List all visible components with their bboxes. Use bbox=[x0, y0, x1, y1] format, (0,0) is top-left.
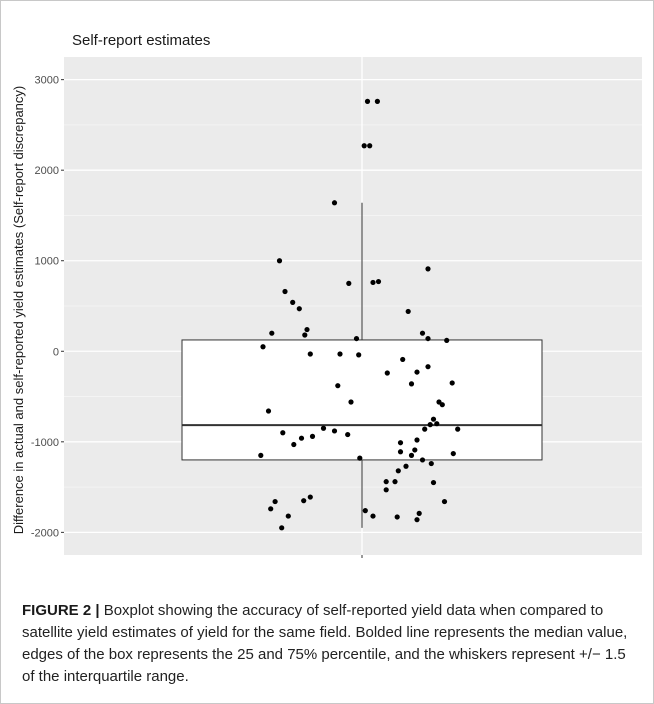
data-point bbox=[428, 460, 434, 467]
data-point bbox=[455, 426, 461, 432]
data-point bbox=[268, 506, 274, 512]
data-point bbox=[441, 498, 448, 505]
chart-title: Self-report estimates bbox=[72, 32, 210, 49]
box bbox=[181, 202, 543, 528]
y-tick-label: 2000 bbox=[35, 165, 59, 177]
data-point bbox=[290, 299, 296, 305]
data-point bbox=[272, 498, 278, 505]
data-point bbox=[425, 335, 431, 342]
data-point bbox=[269, 330, 275, 336]
data-point bbox=[320, 425, 327, 431]
data-point bbox=[285, 513, 291, 519]
data-point bbox=[276, 258, 283, 264]
data-point bbox=[301, 498, 307, 504]
data-point bbox=[356, 352, 362, 358]
data-point bbox=[362, 508, 368, 514]
data-point bbox=[280, 430, 286, 436]
data-point bbox=[307, 351, 313, 357]
data-point bbox=[279, 525, 285, 531]
data-point bbox=[335, 383, 341, 389]
caption-text: Boxplot showing the accuracy of self-rep… bbox=[22, 602, 628, 685]
y-tick-label: -2000 bbox=[31, 527, 59, 539]
data-point bbox=[449, 380, 455, 386]
data-point bbox=[370, 513, 376, 519]
y-tick-label: 1000 bbox=[35, 256, 59, 268]
data-point bbox=[414, 437, 420, 443]
data-point bbox=[427, 422, 433, 428]
data-point bbox=[307, 494, 313, 500]
boxplot-chart: Self-report estimates Difference in actu… bbox=[11, 32, 642, 558]
data-point bbox=[291, 441, 297, 448]
y-tick-label: -1000 bbox=[31, 437, 59, 449]
figure-caption: FIGURE 2 | Boxplot showing the accuracy … bbox=[22, 600, 640, 688]
data-point bbox=[408, 452, 415, 458]
data-point bbox=[414, 369, 420, 375]
data-point bbox=[422, 426, 428, 432]
data-point bbox=[348, 399, 354, 405]
data-point bbox=[353, 335, 360, 342]
iqr-box bbox=[181, 339, 543, 461]
data-point bbox=[346, 280, 352, 286]
data-point bbox=[408, 381, 415, 387]
data-point bbox=[282, 288, 288, 295]
data-point bbox=[412, 447, 418, 453]
data-point bbox=[309, 433, 316, 439]
data-point bbox=[397, 440, 404, 446]
data-point bbox=[425, 266, 431, 272]
data-point bbox=[419, 330, 426, 336]
data-point bbox=[403, 463, 409, 469]
data-point bbox=[298, 435, 305, 441]
data-point bbox=[419, 457, 426, 463]
data-point bbox=[367, 143, 373, 149]
data-point bbox=[392, 479, 398, 485]
caption-label: FIGURE 2 | bbox=[22, 602, 100, 619]
data-point bbox=[416, 510, 422, 516]
data-point bbox=[383, 487, 389, 493]
data-point bbox=[450, 450, 456, 457]
data-point bbox=[302, 332, 308, 338]
data-point bbox=[397, 449, 404, 455]
data-points bbox=[258, 98, 461, 531]
data-point bbox=[345, 431, 351, 438]
y-tick-label: 0 bbox=[53, 346, 59, 358]
data-point bbox=[394, 514, 400, 520]
data-point bbox=[265, 408, 272, 414]
data-point bbox=[370, 279, 376, 286]
data-point bbox=[430, 479, 437, 486]
data-point bbox=[364, 98, 371, 104]
data-point bbox=[439, 402, 445, 408]
data-point bbox=[434, 421, 440, 427]
y-tick-label: 3000 bbox=[35, 75, 59, 87]
data-point bbox=[337, 351, 343, 357]
data-point bbox=[425, 364, 431, 370]
data-point bbox=[430, 416, 437, 422]
grid-lines bbox=[64, 57, 642, 555]
data-point bbox=[331, 200, 338, 206]
data-point bbox=[357, 455, 363, 461]
data-point bbox=[361, 143, 367, 149]
data-point bbox=[331, 428, 338, 434]
data-point bbox=[260, 344, 266, 350]
data-point bbox=[395, 468, 401, 474]
data-point bbox=[400, 356, 406, 363]
data-point bbox=[384, 370, 390, 376]
data-point bbox=[304, 326, 310, 333]
data-point bbox=[374, 98, 380, 104]
data-point bbox=[258, 452, 264, 458]
data-point bbox=[296, 306, 302, 312]
data-point bbox=[383, 479, 389, 485]
y-axis-label: Difference in actual and self-reported y… bbox=[11, 86, 26, 534]
data-point bbox=[405, 308, 411, 315]
y-ticks: -2000 -1000 0 1000 2000 3000 bbox=[31, 75, 363, 558]
data-point bbox=[414, 517, 420, 523]
data-point bbox=[375, 278, 382, 285]
data-point bbox=[444, 337, 450, 344]
